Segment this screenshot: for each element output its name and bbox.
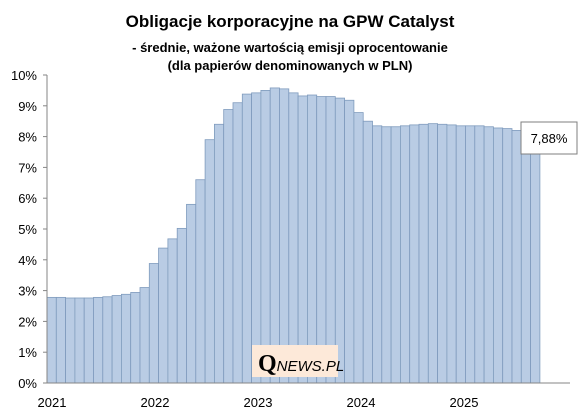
bar: [46, 296, 57, 384]
logo-background: [252, 345, 338, 377]
bar: [111, 295, 122, 384]
bar: [409, 124, 420, 384]
x-tick-label: 2023: [244, 395, 273, 410]
bar: [399, 125, 411, 384]
y-tick-label: 1%: [18, 345, 37, 360]
bar: [427, 123, 438, 384]
bar: [344, 99, 355, 384]
last-value-callout: 7,88%: [520, 121, 578, 155]
callout-box: [520, 121, 578, 155]
bar: [446, 124, 457, 384]
bar: [353, 112, 364, 384]
y-tick-label: 10%: [11, 68, 37, 83]
bar: [306, 94, 318, 384]
bar: [492, 127, 504, 384]
bar: [204, 139, 215, 384]
y-tick-label: 9%: [18, 99, 37, 114]
bar: [334, 97, 345, 384]
bar: [269, 87, 280, 384]
y-tick-label: 4%: [18, 253, 37, 268]
bar: [139, 287, 150, 384]
x-tick-label: 2024: [347, 395, 376, 410]
y-tick-label: 5%: [18, 222, 37, 237]
bar: [148, 263, 160, 384]
bar: [483, 126, 494, 384]
bar: [502, 128, 513, 384]
bar: [474, 125, 485, 384]
bar: [437, 123, 448, 384]
bar-series: [46, 87, 541, 384]
bar: [241, 93, 253, 384]
bar: [55, 296, 66, 384]
bar: [316, 96, 327, 384]
bar: [455, 125, 466, 384]
bar: [465, 125, 476, 384]
y-tick-label: 0%: [18, 376, 37, 391]
y-axis-ticks: 0% 1% 2% 3% 4% 5% 6% 7% 8% 9% 10%: [11, 68, 47, 391]
bar: [176, 227, 187, 384]
bar: [418, 123, 429, 384]
bar: [362, 120, 373, 384]
bar: [381, 126, 392, 384]
y-tick-label: 2%: [18, 314, 37, 329]
qnews-logo: QNEWS.PL: [252, 345, 344, 377]
logo-text: QNEWS.PL: [258, 351, 344, 377]
bar: [232, 102, 243, 384]
bar: [288, 92, 299, 384]
bar: [158, 247, 169, 384]
bar: [74, 297, 85, 384]
chart-title: Obligacje korporacyjne na GPW Catalyst: [126, 12, 455, 31]
chart-subtitle-line-2: (dla papierów denominowanych w PLN): [168, 58, 413, 73]
bar: [213, 123, 225, 384]
x-tick-label: 2022: [141, 395, 170, 410]
bar: [83, 297, 94, 384]
bar: [390, 126, 401, 384]
bar: [102, 296, 113, 384]
bar: [511, 130, 522, 384]
bar: [372, 125, 383, 384]
bar: [195, 179, 206, 384]
bar: [130, 292, 141, 384]
bar: [260, 90, 271, 384]
bar: [223, 109, 234, 384]
bar: [65, 297, 76, 384]
bar: [251, 92, 262, 384]
callout-label: 7,88%: [531, 131, 568, 146]
y-tick-label: 8%: [18, 130, 37, 145]
bar: [167, 238, 178, 384]
logo-rest: NEWS.PL: [277, 358, 345, 375]
x-tick-label: 2021: [38, 395, 67, 410]
x-tick-label: 2025: [450, 395, 479, 410]
chart-subtitle-line-1: - średnie, ważone wartością emisji oproc…: [132, 40, 448, 55]
bar: [530, 139, 541, 384]
bar: [186, 203, 197, 384]
bar: [297, 95, 308, 384]
x-axis-ticks: 2021 2022 2023 2024 2025: [38, 395, 479, 410]
bar: [121, 293, 132, 384]
logo-q: Q: [258, 351, 277, 377]
bar: [93, 296, 104, 384]
y-tick-label: 6%: [18, 191, 37, 206]
y-tick-label: 7%: [18, 160, 37, 175]
y-tick-label: 3%: [18, 284, 37, 299]
bar: [520, 135, 531, 384]
bar: [279, 88, 290, 384]
bar: [325, 96, 336, 384]
